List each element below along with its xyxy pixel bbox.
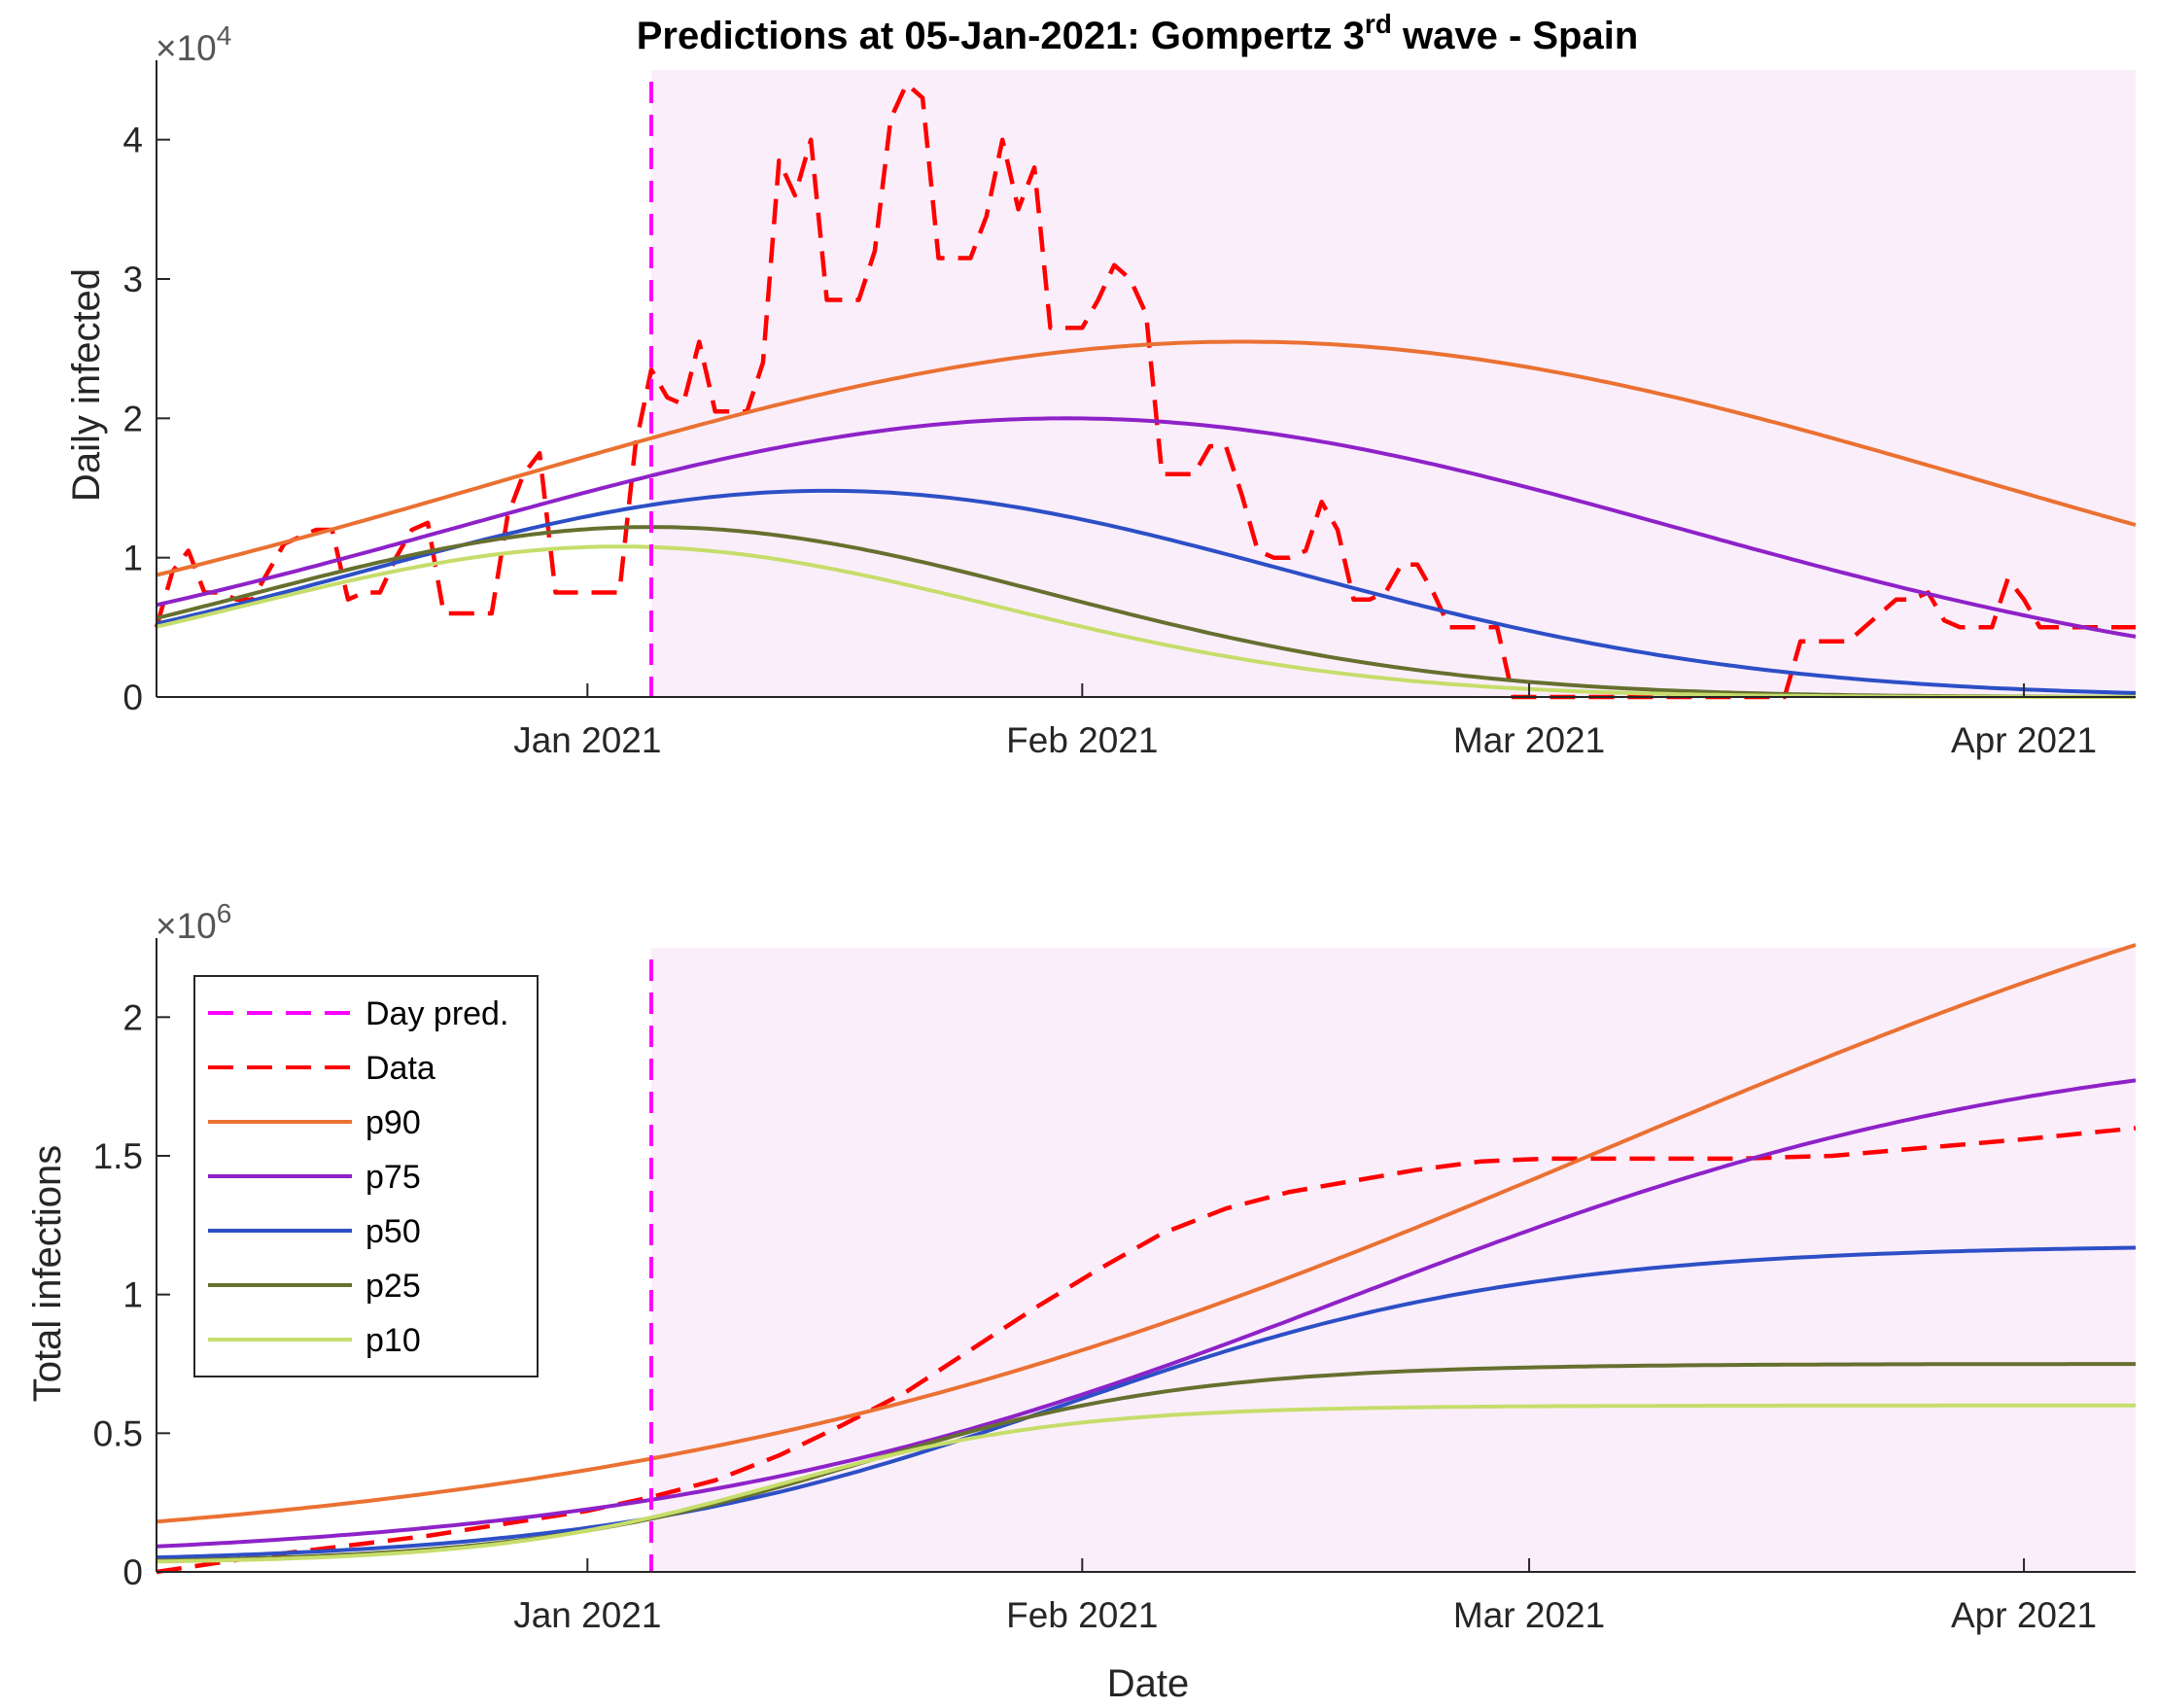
- daily-infected-panel: 0 1 2 3 4 Jan 2021 Feb 2021 Mar 2021 Apr 2021 P…: [65, 9, 2137, 760]
- legend-label: p10: [365, 1322, 421, 1359]
- y-tick-label: 1: [122, 539, 143, 578]
- y-exponent-label: ×106: [156, 898, 231, 946]
- x-tick-label: Jan 2021: [513, 1595, 661, 1635]
- series-group: [156, 943, 2137, 1575]
- y-tick-label: 0: [122, 678, 143, 717]
- series-p50: [156, 1245, 2137, 1560]
- legend-label: Day pred.: [365, 995, 508, 1032]
- series-p90: [156, 943, 2137, 1524]
- y-axis-label: Total infections: [26, 1145, 69, 1403]
- legend-label: Data: [365, 1050, 435, 1087]
- y-tick-label: 2: [122, 399, 143, 438]
- x-tick-label: Feb 2021: [1006, 720, 1158, 760]
- y-tick-label: 3: [122, 260, 143, 299]
- x-tick-label: Jan 2021: [513, 720, 661, 760]
- y-tick-label: 4: [122, 121, 143, 160]
- x-tick-label: Mar 2021: [1453, 1595, 1605, 1635]
- series-p75: [156, 416, 2137, 639]
- legend: Day pred. Data p90 p75 p50 p25 p10: [193, 975, 539, 1377]
- x-tick-label: Apr 2021: [1951, 1595, 2097, 1635]
- series-p10: [156, 1403, 2136, 1564]
- x-tick-label: Apr 2021: [1951, 720, 2097, 760]
- x-tick-label: Mar 2021: [1453, 720, 1605, 760]
- prediction-shaded-region: [651, 70, 2136, 697]
- series-p75: [156, 1078, 2137, 1549]
- y-tick-label: 2: [122, 997, 143, 1037]
- y-tick-label: 1: [122, 1275, 143, 1315]
- series-p90: [156, 339, 2137, 577]
- legend-label: p75: [365, 1159, 421, 1196]
- chart-title: Predictions at 05-Jan-2021: Gompertz 3rd…: [637, 9, 1639, 57]
- x-axis-label: Date: [1107, 1662, 1190, 1705]
- prediction-shaded-region: [651, 948, 2136, 1572]
- total-infections-panel: 0 0.5 1 1.5 2 Jan 2021 Feb 2021 Mar 2021 Apr 20…: [26, 898, 2137, 1705]
- y-exponent-label: ×104: [156, 20, 231, 68]
- y-tick-label: 0: [122, 1552, 143, 1592]
- legend-label: p50: [365, 1213, 421, 1250]
- y-tick-label: 1.5: [93, 1136, 143, 1176]
- legend-label: p25: [365, 1268, 421, 1305]
- x-tick-label: Feb 2021: [1006, 1595, 1158, 1635]
- axes-frame: [156, 938, 2136, 1573]
- series-group: [154, 82, 2137, 700]
- y-tick-label: 0.5: [93, 1413, 143, 1453]
- legend-label: p90: [365, 1104, 421, 1141]
- series-p10: [156, 544, 2136, 699]
- axes-frame: [156, 60, 2136, 698]
- y-axis-label: Daily infected: [65, 268, 108, 502]
